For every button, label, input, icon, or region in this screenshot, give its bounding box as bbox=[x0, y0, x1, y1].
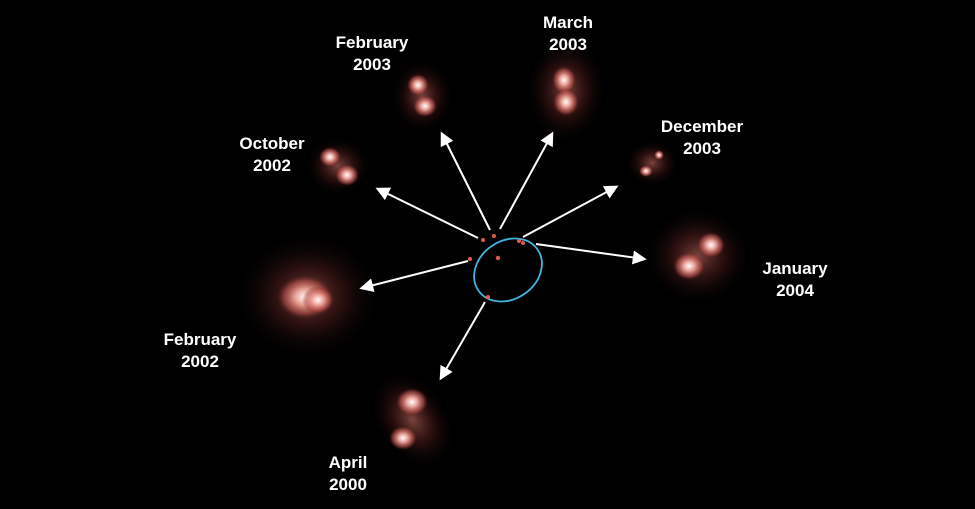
orbit-ellipse bbox=[468, 234, 543, 303]
star-image-jan-2004 bbox=[643, 206, 753, 306]
label-jan-2004: January 2004 bbox=[762, 259, 828, 300]
star-image-mar-2003 bbox=[524, 35, 608, 145]
label-feb-2003: February 2003 bbox=[335, 33, 409, 74]
primary-star-dot bbox=[495, 255, 501, 261]
arrow-mar-2003 bbox=[499, 131, 554, 230]
arrow-feb-2003 bbox=[440, 131, 491, 231]
arrow-feb-2002 bbox=[359, 260, 469, 293]
star-image-feb-2003 bbox=[390, 58, 454, 134]
arrow-oct-2002 bbox=[375, 187, 479, 239]
arrows bbox=[359, 131, 647, 381]
star-image-apr-2000 bbox=[350, 353, 475, 487]
label-dec-2003: December 2003 bbox=[660, 117, 744, 158]
star-image-dec-2003 bbox=[624, 139, 680, 187]
label-oct-2002: October 2002 bbox=[239, 134, 305, 175]
star-image-oct-2002 bbox=[304, 136, 372, 196]
star-image-feb-2002 bbox=[233, 231, 383, 361]
label-apr-2000: April 2000 bbox=[328, 453, 368, 494]
label-feb-2002: February 2002 bbox=[163, 330, 237, 371]
arrow-apr-2000 bbox=[439, 301, 486, 381]
arrow-jan-2004 bbox=[535, 243, 647, 265]
arrow-dec-2003 bbox=[522, 185, 619, 238]
label-mar-2003: March 2003 bbox=[542, 13, 594, 54]
